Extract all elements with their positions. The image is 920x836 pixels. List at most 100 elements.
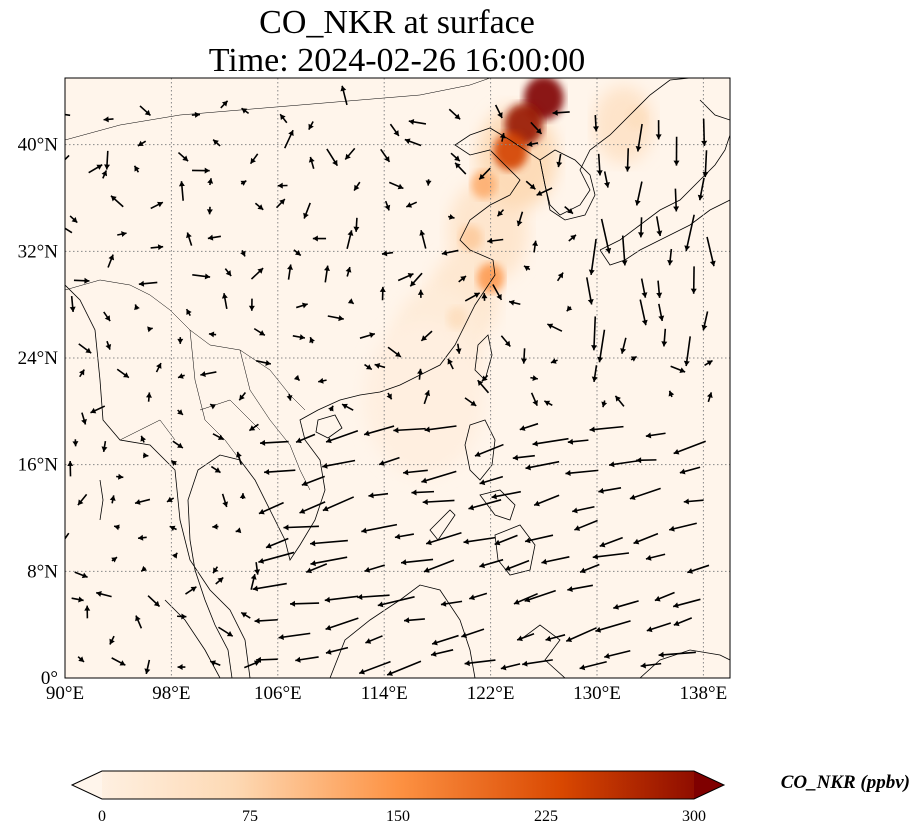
- wind-arrow: [67, 460, 74, 477]
- wind-arrow: [72, 439, 79, 447]
- colorbar-low-extend: [72, 771, 102, 799]
- wind-arrow: [147, 326, 153, 333]
- wind-arrow: [604, 650, 631, 659]
- wind-arrow: [192, 167, 210, 174]
- wind-arrow: [289, 600, 320, 607]
- wind-arrow: [293, 249, 302, 257]
- wind-arrow: [248, 423, 259, 432]
- wind-arrow: [96, 591, 112, 598]
- wind-arrow: [706, 392, 713, 403]
- concentration-haze: [364, 320, 485, 476]
- lon-tick-label: 114°E: [361, 683, 408, 704]
- wind-arrow: [661, 328, 668, 347]
- wind-arrow: [525, 180, 536, 190]
- wind-arrow: [579, 660, 607, 671]
- wind-arrow: [363, 425, 395, 437]
- wind-arrow: [603, 171, 610, 188]
- wind-arrow: [592, 114, 599, 132]
- wind-arrow: [419, 230, 427, 249]
- wind-arrow: [109, 635, 115, 645]
- wind-arrow: [640, 278, 648, 298]
- lat-tick-label: 24°N: [18, 348, 59, 369]
- wind-arrow: [636, 457, 657, 464]
- wind-arrow: [88, 164, 103, 174]
- wind-arrow: [494, 534, 518, 546]
- wind-arrow: [295, 656, 319, 663]
- wind-arrow: [212, 433, 225, 441]
- wind-arrow: [496, 209, 505, 217]
- wind-arrow: [135, 615, 143, 629]
- colorbar-tick-label: 75: [242, 808, 258, 825]
- lat-tick-label: 16°N: [18, 455, 59, 476]
- wind-arrow: [177, 373, 185, 379]
- wind-arrow: [574, 519, 598, 531]
- wind-arrow: [697, 177, 705, 201]
- wind-arrow: [253, 327, 266, 336]
- wind-arrow: [679, 466, 701, 475]
- wind-arrow: [440, 600, 463, 607]
- wind-arrow: [207, 178, 214, 186]
- coastline-sulawesi: [519, 624, 566, 678]
- wind-arrow: [138, 280, 158, 287]
- wind-arrow: [212, 566, 219, 574]
- wind-arrow: [479, 558, 504, 569]
- wind-arrow: [325, 429, 359, 444]
- wind-arrow: [591, 365, 598, 382]
- wind-arrow: [312, 235, 327, 242]
- wind-arrow: [200, 371, 217, 377]
- wind-arrow: [597, 329, 606, 363]
- wind-arrow: [301, 475, 326, 487]
- wind-arrow: [448, 213, 455, 220]
- wind-arrow: [134, 304, 140, 311]
- wind-arrow: [384, 200, 391, 211]
- wind-arrow: [144, 659, 151, 675]
- wind-arrow: [275, 198, 286, 209]
- concentration-hotspot: [471, 170, 497, 199]
- wind-arrow: [361, 523, 398, 534]
- wind-arrow: [393, 427, 426, 434]
- wind-arrow: [145, 392, 152, 402]
- wind-arrow: [310, 556, 348, 567]
- wind-arrow: [177, 151, 189, 162]
- wind-arrow: [295, 433, 316, 444]
- wind-arrow: [409, 272, 423, 287]
- wind-arrow: [504, 559, 530, 571]
- wind-arrow: [513, 592, 538, 605]
- wind-arrow: [403, 617, 425, 624]
- wind-arrow: [248, 298, 255, 311]
- wind-arrow: [308, 156, 315, 169]
- wind-arrow: [494, 104, 503, 119]
- wind-arrow: [364, 564, 385, 573]
- wind-arrow: [579, 563, 600, 574]
- wind-arrow: [358, 660, 391, 675]
- wind-arrow: [481, 293, 488, 301]
- wind-arrow: [346, 230, 354, 249]
- wind-arrow: [221, 493, 229, 508]
- wind-arrow: [568, 234, 577, 242]
- wind-arrow: [633, 532, 659, 545]
- wind-arrow: [526, 141, 539, 148]
- wind-arrow: [639, 299, 648, 326]
- wind-arrow: [621, 235, 628, 266]
- wind-arrow: [525, 460, 560, 471]
- wind-arrow: [404, 138, 422, 147]
- lon-tick-label: 90°E: [46, 683, 84, 704]
- wind-arrow: [177, 409, 184, 416]
- coastline-new-guinea: [639, 649, 730, 678]
- wind-arrow: [654, 591, 675, 602]
- wind-arrow: [109, 495, 116, 504]
- wind-arrow: [417, 289, 424, 298]
- wind-arrow: [254, 617, 278, 624]
- wind-arrow: [137, 534, 147, 541]
- wind-arrow: [684, 214, 695, 252]
- wind-arrow: [74, 571, 88, 579]
- wind-arrow: [79, 369, 85, 378]
- wind-arrow: [640, 662, 662, 669]
- wind-arrow: [701, 118, 708, 146]
- wind-arrow: [397, 273, 414, 282]
- wind-arrow: [701, 311, 709, 331]
- wind-arrow: [169, 525, 177, 532]
- wind-arrow: [634, 181, 643, 206]
- wind-arrow: [523, 265, 531, 272]
- wind-arrow: [239, 493, 246, 500]
